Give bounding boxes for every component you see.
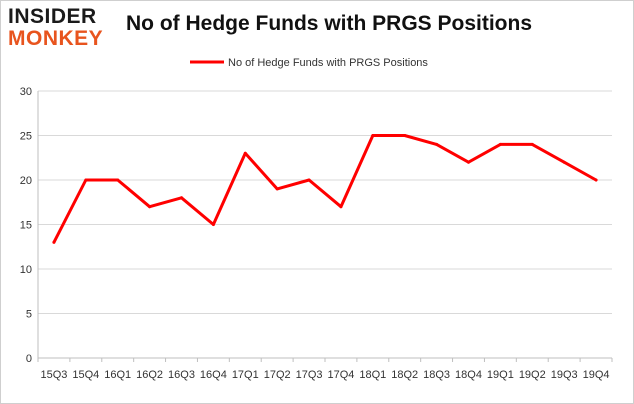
x-tick-label: 15Q3 <box>40 369 67 381</box>
data-point <box>530 142 534 146</box>
legend: No of Hedge Funds with PRGS Positions <box>190 57 428 69</box>
x-tick-label: 18Q2 <box>391 369 418 381</box>
x-tick-label: 17Q2 <box>264 369 291 381</box>
y-tick-label: 15 <box>20 220 32 232</box>
data-point <box>403 134 407 137</box>
x-tick-label: 18Q1 <box>359 369 386 381</box>
data-point <box>211 223 215 226</box>
data-point <box>371 134 375 137</box>
x-tick-label: 19Q2 <box>519 369 546 381</box>
x-tick-label: 17Q3 <box>296 369 323 381</box>
series-line <box>52 134 598 244</box>
x-tick-label: 16Q4 <box>200 369 227 381</box>
data-point <box>84 178 88 182</box>
data-point <box>467 160 470 164</box>
x-tick-label: 18Q4 <box>455 369 482 381</box>
data-point <box>243 151 247 155</box>
x-tick-label: 17Q1 <box>232 369 259 381</box>
data-point <box>339 205 343 209</box>
y-tick-label: 20 <box>20 175 32 187</box>
data-point <box>498 142 502 146</box>
x-tick-label: 16Q2 <box>136 369 163 381</box>
data-point <box>594 178 598 182</box>
insider-monkey-logo: INSIDER MONKEY <box>8 6 116 52</box>
x-tick-label: 15Q4 <box>72 369 99 381</box>
x-tick-label: 19Q4 <box>583 369 610 381</box>
data-point <box>180 196 183 200</box>
data-point <box>275 187 279 191</box>
data-point <box>52 240 56 244</box>
logo-line2: MONKEY <box>8 27 104 50</box>
data-point <box>307 178 311 182</box>
data-point <box>148 205 152 209</box>
y-tick-label: 0 <box>26 353 32 365</box>
x-tick-label: 18Q3 <box>423 369 450 381</box>
data-point <box>116 178 120 182</box>
x-tick-label: 19Q1 <box>487 369 514 381</box>
y-tick-label: 25 <box>20 131 32 143</box>
logo-line1: INSIDER <box>8 5 97 28</box>
x-tick-label: 19Q3 <box>551 369 578 381</box>
y-tick-label: 5 <box>26 309 32 321</box>
legend-label: No of Hedge Funds with PRGS Positions <box>228 57 428 69</box>
data-point <box>562 160 566 164</box>
x-tick-label: 17Q4 <box>327 369 354 381</box>
y-tick-label: 30 <box>20 86 32 98</box>
y-tick-label: 10 <box>20 264 32 276</box>
x-tick-label: 16Q3 <box>168 369 195 381</box>
data-point <box>435 142 439 146</box>
chart-title: No of Hedge Funds with PRGS Positions <box>126 12 533 35</box>
x-tick-label: 16Q1 <box>104 369 131 381</box>
